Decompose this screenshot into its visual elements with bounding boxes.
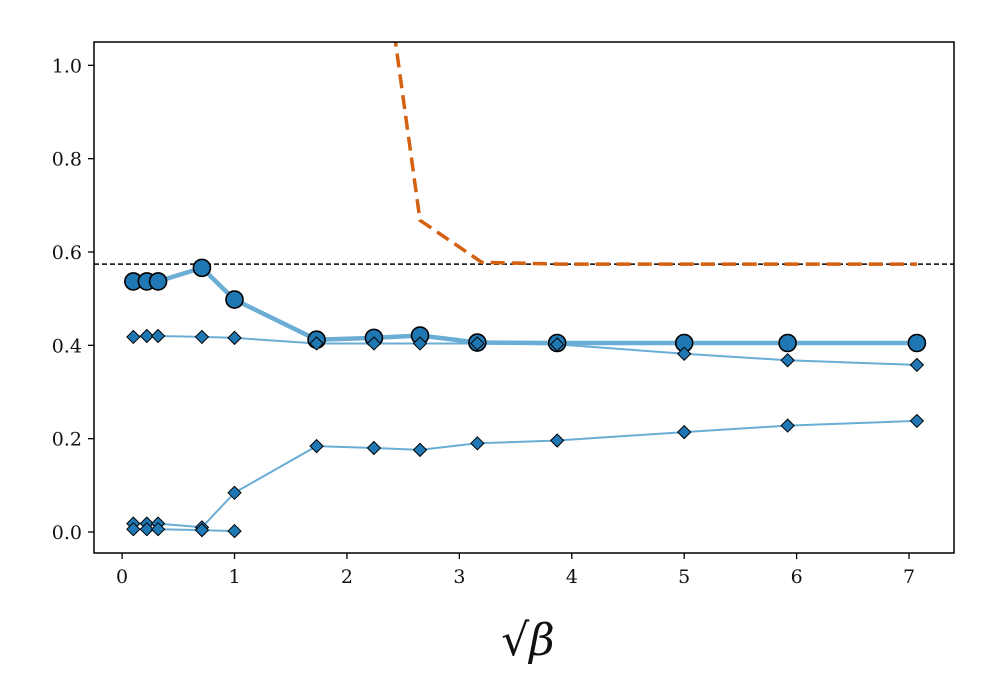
series-1-point-2 <box>148 272 168 291</box>
series-2-point-11 <box>780 353 795 368</box>
x-tick-label-5: 5 <box>678 566 690 588</box>
y-tick-label-2: 0.4 <box>52 335 82 357</box>
series-3-point-8 <box>470 436 485 451</box>
series-1-point-4 <box>225 290 244 309</box>
series-2-point-6 <box>366 336 382 351</box>
series-2-point-3 <box>194 329 210 345</box>
series-2-point-12 <box>909 357 925 373</box>
series-4-point-3 <box>194 522 210 538</box>
x-tick-label-6: 6 <box>791 566 803 588</box>
series-3-point-12 <box>909 413 925 429</box>
series-2-point-8 <box>470 336 485 351</box>
y-tick-label-0: 0.0 <box>52 522 82 544</box>
y-tick-label-5: 1.0 <box>52 55 82 77</box>
axes-frame <box>93 41 955 554</box>
y-tick-label-1: 0.2 <box>52 429 82 451</box>
x-tick-label-4: 4 <box>566 566 578 588</box>
x-axis-label: √β <box>501 615 554 666</box>
series-2-point-5 <box>309 336 324 351</box>
series-2-point-10 <box>676 346 692 361</box>
series-2-point-0 <box>126 329 141 345</box>
x-tick-label-3: 3 <box>453 566 465 588</box>
series-3-point-6 <box>366 440 382 456</box>
series-2-point-9 <box>549 337 565 352</box>
series-3-point-9 <box>549 433 565 448</box>
series-2-point-7 <box>412 336 428 351</box>
series-3-point-10 <box>676 424 692 440</box>
y-tick-label-4: 0.8 <box>52 149 82 171</box>
x-tick-label-2: 2 <box>341 566 353 588</box>
series-2-point-2 <box>150 328 166 344</box>
series-3-point-7 <box>412 442 428 458</box>
series-3-point-11 <box>780 418 795 433</box>
series-2-point-4 <box>227 330 242 346</box>
y-tick-label-3: 0.6 <box>52 242 82 264</box>
series-1-point-11 <box>778 333 797 353</box>
series-1-point-3 <box>192 258 212 278</box>
series-3-point-5 <box>309 438 324 454</box>
series-line-0 <box>393 42 917 266</box>
series-4-point-2 <box>150 521 166 537</box>
series-4-point-4 <box>227 523 242 539</box>
series-4-point-1 <box>139 521 155 537</box>
series-line-2 <box>133 335 917 366</box>
series-line-1 <box>133 265 917 346</box>
x-tick-label-1: 1 <box>228 566 240 588</box>
series-2-point-1 <box>139 328 155 344</box>
x-tick-label-7: 7 <box>903 566 915 588</box>
series-4-point-0 <box>126 521 141 537</box>
series-1-point-12 <box>907 333 927 353</box>
series-line-3 <box>133 419 917 529</box>
x-tick-label-0: 0 <box>116 566 128 588</box>
plot-area <box>94 42 954 539</box>
series-3-point-4 <box>227 485 242 501</box>
axis-ticks: 0 1 2 3 4 5 6 7 0.0 0.2 0.4 0.6 0.8 1.0 <box>52 55 915 588</box>
